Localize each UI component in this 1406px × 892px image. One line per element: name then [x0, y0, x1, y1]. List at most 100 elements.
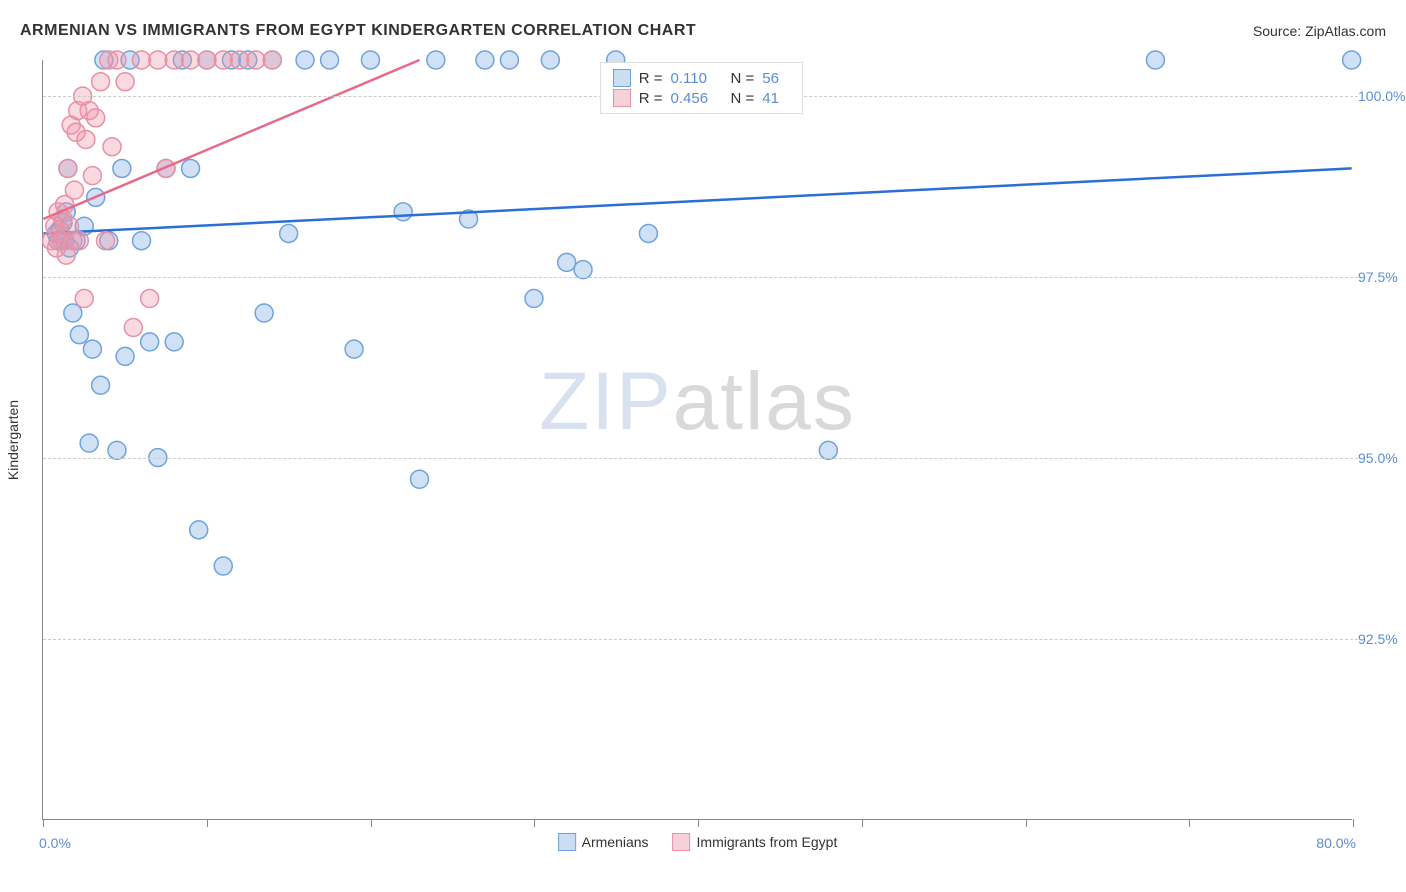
- data-point-egypt: [92, 73, 110, 91]
- y-axis-label: Kindergarten: [5, 399, 21, 479]
- data-point-armenians: [255, 304, 273, 322]
- x-tick: [1353, 819, 1354, 827]
- data-point-armenians: [80, 434, 98, 452]
- data-point-armenians: [116, 347, 134, 365]
- data-point-egypt: [103, 138, 121, 156]
- r-label: R =: [639, 90, 663, 107]
- data-point-egypt: [231, 51, 249, 69]
- data-point-armenians: [108, 441, 126, 459]
- r-label: R =: [639, 70, 663, 87]
- data-point-egypt: [59, 159, 77, 177]
- data-point-egypt: [214, 51, 232, 69]
- data-point-egypt: [132, 51, 150, 69]
- data-point-armenians: [1343, 51, 1361, 69]
- regression-line-armenians: [43, 168, 1351, 233]
- data-point-egypt: [247, 51, 265, 69]
- data-point-armenians: [141, 333, 159, 351]
- swatch-egypt: [613, 89, 631, 107]
- n-label: N =: [731, 70, 755, 87]
- n-value-egypt: 41: [762, 90, 790, 107]
- x-tick: [698, 819, 699, 827]
- x-axis-max-label: 80.0%: [1316, 835, 1356, 851]
- data-point-armenians: [819, 441, 837, 459]
- data-point-egypt: [65, 181, 83, 199]
- swatch-armenians-bottom: [558, 833, 576, 851]
- x-tick: [534, 819, 535, 827]
- y-tick-label: 100.0%: [1358, 88, 1406, 104]
- data-point-armenians: [558, 253, 576, 271]
- data-point-armenians: [182, 159, 200, 177]
- data-point-egypt: [182, 51, 200, 69]
- y-tick-label: 97.5%: [1358, 269, 1406, 285]
- data-point-armenians: [92, 376, 110, 394]
- gridline: [43, 458, 1358, 459]
- n-label: N =: [731, 90, 755, 107]
- legend-label-armenians: Armenians: [582, 834, 649, 850]
- chart-title: ARMENIAN VS IMMIGRANTS FROM EGYPT KINDER…: [20, 22, 696, 40]
- data-point-egypt: [87, 109, 105, 127]
- legend-label-egypt: Immigrants from Egypt: [697, 834, 838, 850]
- r-value-egypt: 0.456: [671, 90, 717, 107]
- legend-item-armenians: Armenians: [558, 833, 649, 851]
- data-point-egypt: [165, 51, 183, 69]
- data-point-armenians: [476, 51, 494, 69]
- data-point-egypt: [83, 167, 101, 185]
- data-point-egypt: [75, 290, 93, 308]
- legend-row-armenians: R = 0.110 N = 56: [613, 69, 791, 87]
- gridline: [43, 639, 1358, 640]
- swatch-armenians: [613, 69, 631, 87]
- legend-row-egypt: R = 0.456 N = 41: [613, 89, 791, 107]
- x-tick: [43, 819, 44, 827]
- data-point-egypt: [116, 73, 134, 91]
- data-point-armenians: [280, 224, 298, 242]
- x-tick: [1026, 819, 1027, 827]
- data-point-armenians: [639, 224, 657, 242]
- source-attribution: Source: ZipAtlas.com: [1253, 23, 1386, 39]
- data-point-armenians: [525, 290, 543, 308]
- data-point-armenians: [70, 326, 88, 344]
- data-point-egypt: [70, 232, 88, 250]
- data-point-armenians: [321, 51, 339, 69]
- header: ARMENIAN VS IMMIGRANTS FROM EGYPT KINDER…: [0, 0, 1406, 44]
- data-point-armenians: [394, 203, 412, 221]
- n-value-armenians: 56: [762, 70, 790, 87]
- chart-plot-area: Kindergarten ZIPatlas R = 0.110 N = 56 R…: [42, 60, 1352, 820]
- swatch-egypt-bottom: [673, 833, 691, 851]
- data-point-armenians: [411, 470, 429, 488]
- x-tick: [862, 819, 863, 827]
- data-point-armenians: [190, 521, 208, 539]
- data-point-armenians: [500, 51, 518, 69]
- gridline: [43, 277, 1358, 278]
- data-point-armenians: [296, 51, 314, 69]
- data-point-egypt: [149, 51, 167, 69]
- y-tick-label: 92.5%: [1358, 631, 1406, 647]
- data-point-egypt: [77, 131, 95, 149]
- series-legend: Armenians Immigrants from Egypt: [558, 833, 838, 851]
- data-point-armenians: [113, 159, 131, 177]
- r-value-armenians: 0.110: [671, 70, 717, 87]
- data-point-armenians: [427, 51, 445, 69]
- data-point-egypt: [108, 51, 126, 69]
- data-point-armenians: [83, 340, 101, 358]
- data-point-armenians: [132, 232, 150, 250]
- x-tick: [371, 819, 372, 827]
- x-tick: [207, 819, 208, 827]
- x-tick: [1189, 819, 1190, 827]
- data-point-egypt: [141, 290, 159, 308]
- legend-item-egypt: Immigrants from Egypt: [673, 833, 838, 851]
- data-point-armenians: [574, 261, 592, 279]
- correlation-legend: R = 0.110 N = 56 R = 0.456 N = 41: [600, 62, 804, 114]
- x-axis-min-label: 0.0%: [39, 835, 71, 851]
- data-point-egypt: [124, 318, 142, 336]
- data-point-egypt: [97, 232, 115, 250]
- data-point-armenians: [165, 333, 183, 351]
- data-point-armenians: [345, 340, 363, 358]
- data-point-armenians: [541, 51, 559, 69]
- data-point-egypt: [263, 51, 281, 69]
- scatter-svg: [43, 60, 1352, 819]
- data-point-egypt: [198, 51, 216, 69]
- data-point-armenians: [214, 557, 232, 575]
- data-point-armenians: [361, 51, 379, 69]
- data-point-armenians: [1146, 51, 1164, 69]
- y-tick-label: 95.0%: [1358, 450, 1406, 466]
